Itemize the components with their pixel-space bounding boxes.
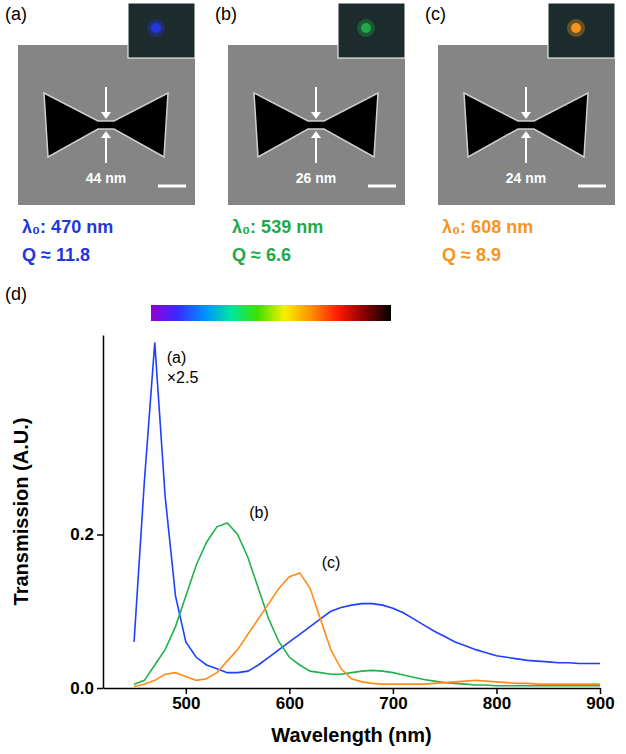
- sem-image: [438, 45, 615, 205]
- tick-mark: [97, 688, 103, 690]
- q-factor: Q ≈ 6.6: [232, 245, 291, 265]
- arrow: [105, 135, 107, 163]
- tick-label: 0.2: [70, 525, 94, 544]
- scale-bar: [158, 185, 186, 188]
- arrow-head: [311, 131, 321, 138]
- panel: 26 nm (b) λ₀: 539 nm Q ≈ 6.6: [215, 3, 405, 265]
- scale-bar: [578, 185, 606, 188]
- tick: 0.0: [70, 679, 103, 698]
- sem-image: [228, 45, 405, 205]
- arrow: [315, 135, 317, 163]
- inset-image: [128, 3, 195, 58]
- gap-label: 24 nm: [506, 170, 546, 186]
- scale-bar: [368, 185, 396, 188]
- peak-wavelength: λ₀: 470 nm: [22, 217, 113, 237]
- spectrum-line: [134, 573, 600, 687]
- arrow: [525, 135, 527, 163]
- panel-label: (b): [215, 4, 237, 24]
- panel: 24 nm (c) λ₀: 608 nm Q ≈ 8.9: [425, 3, 615, 265]
- tick-mark: [97, 534, 103, 536]
- tick: 0.2: [70, 525, 103, 544]
- x-axis: 500 600 700 800 900: [104, 688, 615, 713]
- arrow-head: [101, 131, 111, 138]
- tick: 500: [172, 688, 200, 713]
- inset-spot: [361, 23, 371, 33]
- arrow-head: [521, 131, 531, 138]
- spectrum-line: [134, 343, 600, 673]
- tick-label: 600: [276, 694, 304, 713]
- spectrum-line: [134, 523, 600, 686]
- q-factor: Q ≈ 11.8: [22, 245, 90, 265]
- peak-wavelength: λ₀: 608 nm: [442, 217, 533, 237]
- arrow-head: [101, 112, 111, 119]
- tick-label: 800: [483, 694, 511, 713]
- tick: 700: [379, 688, 407, 713]
- tick-label: 0.0: [70, 679, 94, 698]
- panel-label: (a): [5, 4, 27, 24]
- arrow-head: [521, 112, 531, 119]
- tick-label: 900: [586, 694, 614, 713]
- inset-spot: [571, 23, 581, 33]
- color-bar: [151, 305, 391, 321]
- series-label: (b): [249, 504, 269, 521]
- arrow-head: [311, 112, 321, 119]
- peak-wavelength: λ₀: 539 nm: [232, 217, 323, 237]
- sem-image: [18, 45, 195, 205]
- gap-label: 26 nm: [296, 170, 336, 186]
- tick: 800: [483, 688, 511, 713]
- tick: 900: [586, 688, 614, 713]
- inset-image: [548, 3, 615, 58]
- series-label: (c): [322, 554, 341, 571]
- inset-glow: [147, 19, 165, 37]
- inset-glow: [567, 19, 585, 37]
- arrow: [315, 87, 317, 115]
- tick-label: 500: [172, 694, 200, 713]
- panel-label: (c): [425, 4, 446, 24]
- inset-glow: [357, 19, 375, 37]
- x-axis-title: Wavelength (nm): [271, 724, 431, 746]
- y-axis-title: Transmission (A.U.): [10, 418, 32, 606]
- tick: 600: [276, 688, 304, 713]
- figure: 44 nm (a) λ₀: 470 nm Q ≈ 11.8 26 nm (b) λ₀: 53…: [0, 0, 626, 754]
- series-label: (a): [167, 349, 187, 366]
- arrow: [105, 87, 107, 115]
- panel: 44 nm (a) λ₀: 470 nm Q ≈ 11.8: [5, 3, 195, 265]
- gap-label: 44 nm: [86, 170, 126, 186]
- q-factor: Q ≈ 8.9: [442, 245, 501, 265]
- axis-line: [103, 336, 105, 689]
- plot-lines: [134, 343, 600, 687]
- arrow: [525, 87, 527, 115]
- tick-label: 700: [379, 694, 407, 713]
- inset-image: [338, 3, 405, 58]
- annotation: ×2.5: [167, 369, 199, 386]
- axis-line: [104, 688, 601, 690]
- panel-label: (d): [5, 284, 27, 304]
- inset-spot: [151, 23, 161, 33]
- y-axis: 0.0 0.2: [70, 336, 103, 698]
